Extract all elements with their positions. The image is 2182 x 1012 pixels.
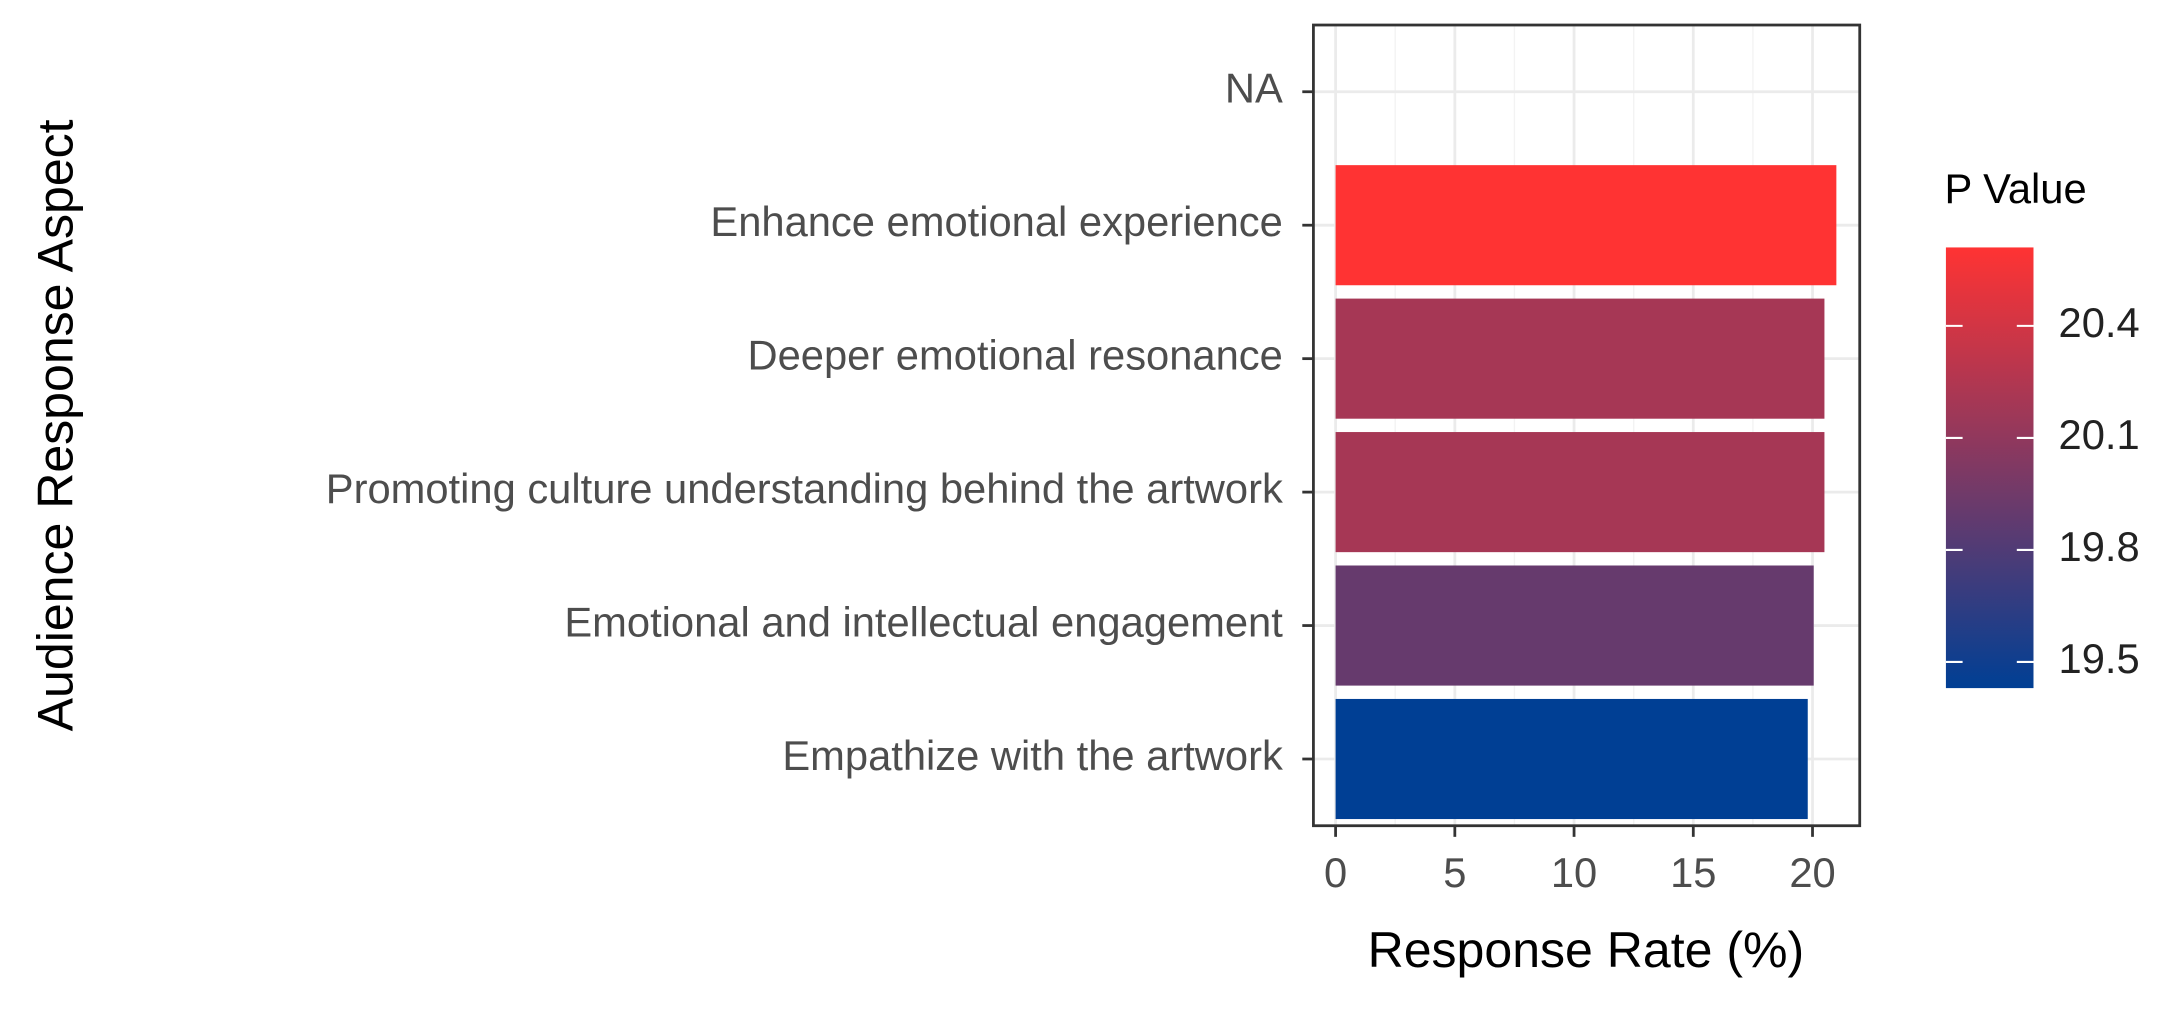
- y-tick-label: Deeper emotional resonance: [748, 332, 1283, 379]
- y-tick-label: NA: [1225, 65, 1283, 112]
- colorbar-label: 19.8: [2059, 523, 2140, 570]
- x-tick-label: 10: [1551, 849, 1597, 896]
- bar: [1335, 432, 1825, 553]
- colorbar-label: 20.4: [2059, 299, 2140, 346]
- legend-title: P Value: [1945, 165, 2087, 212]
- bar: [1335, 165, 1837, 286]
- x-tick-label: 20: [1789, 849, 1835, 896]
- y-tick-label: Enhance emotional experience: [710, 198, 1282, 245]
- x-axis-title: Response Rate (%): [1368, 922, 1805, 978]
- colorbar-label: 19.5: [2059, 635, 2140, 682]
- y-tick-label: Emotional and intellectual engagement: [564, 599, 1283, 646]
- bar: [1335, 698, 1808, 820]
- y-tick-label: Promoting culture understanding behind t…: [326, 465, 1283, 512]
- plot-border: [1312, 23, 1862, 828]
- plot-background: [1313, 25, 1860, 826]
- y-axis-title: Audience Response Aspect: [28, 119, 84, 731]
- x-tick-label: 15: [1670, 849, 1716, 896]
- y-tick-label: Empathize with the artwork: [782, 732, 1283, 779]
- bar: [1335, 298, 1825, 419]
- colorbar-label: 20.1: [2059, 411, 2140, 458]
- x-tick-label: 0: [1324, 849, 1347, 896]
- colorbar: [1945, 247, 2034, 689]
- bar: [1335, 565, 1814, 686]
- x-tick-label: 5: [1443, 849, 1466, 896]
